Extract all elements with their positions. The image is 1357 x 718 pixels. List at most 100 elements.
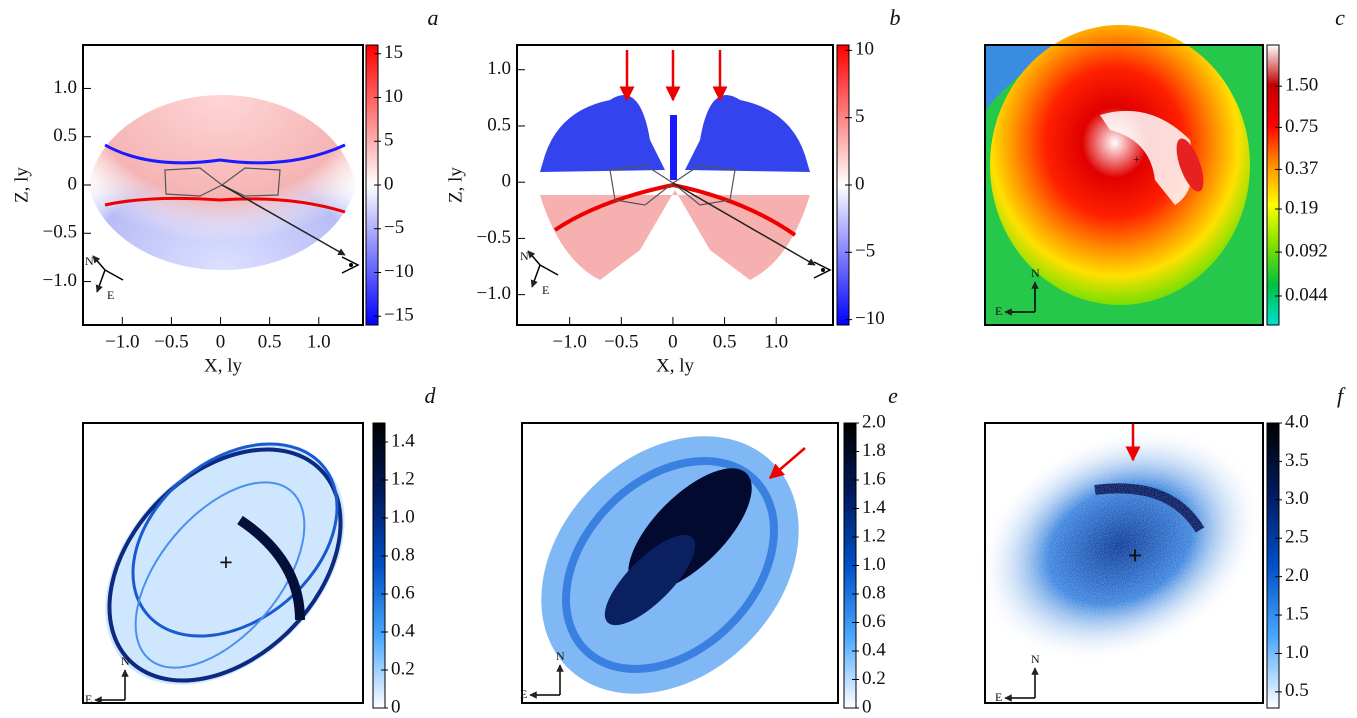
panel-label: e bbox=[888, 383, 898, 408]
compass-n-label: N bbox=[121, 654, 130, 668]
x-axis-label: X, ly bbox=[656, 355, 695, 376]
colorbar-tick-label: 3.0 bbox=[1285, 488, 1309, 509]
panel-label: b bbox=[890, 5, 901, 30]
colorbar bbox=[1266, 44, 1280, 326]
plot-frame bbox=[521, 422, 839, 704]
compass-e bbox=[95, 269, 106, 293]
colorbar-tick-label: 2.0 bbox=[1285, 565, 1309, 586]
compass-e-label: E bbox=[995, 304, 1002, 318]
y-tick-label: 0 bbox=[502, 171, 512, 192]
colorbar-tick-label: 0 bbox=[855, 173, 865, 194]
x-tick-label: −1.0 bbox=[105, 331, 139, 352]
compass-e-label: E bbox=[542, 283, 549, 297]
image-d: + bbox=[83, 423, 363, 703]
compass-arm bbox=[539, 264, 559, 276]
image-b bbox=[517, 45, 833, 325]
compass-n bbox=[92, 255, 106, 271]
colorbar-tick-label: 0.8 bbox=[862, 582, 886, 603]
image-e bbox=[522, 423, 838, 703]
colorbar-tick-label: 1.2 bbox=[391, 468, 415, 489]
colorbar-tick-label: 1.4 bbox=[391, 430, 415, 451]
image-f: + bbox=[976, 423, 1264, 703]
colorbar bbox=[1266, 422, 1280, 709]
colorbar-tick-label: 15 bbox=[384, 42, 403, 63]
panel-label: a bbox=[428, 5, 439, 30]
colorbar-tick-label: 0.75 bbox=[1285, 116, 1318, 137]
x-tick-label: −0.5 bbox=[154, 331, 188, 352]
compass-e-label: E bbox=[995, 690, 1002, 704]
panel-label: d bbox=[425, 383, 437, 408]
colorbar-tick-label: 0.6 bbox=[862, 611, 886, 632]
y-tick-label: −0.5 bbox=[477, 227, 511, 248]
y-tick-label: −1.0 bbox=[477, 283, 511, 304]
compass-n bbox=[527, 250, 541, 266]
colorbar-tick-label: 0.8 bbox=[391, 544, 415, 565]
colorbar-tick-label: 1.2 bbox=[862, 525, 886, 546]
colorbar-tick-label: 0.044 bbox=[1285, 284, 1328, 305]
image-c: + bbox=[985, 25, 1263, 325]
x-tick-label: −1.0 bbox=[552, 331, 586, 352]
colorbar-tick-label: 1.6 bbox=[862, 468, 886, 489]
colorbar-tick-label: 0.2 bbox=[391, 658, 415, 679]
y-axis-label: Z, ly bbox=[11, 167, 32, 203]
panel-label: f bbox=[1337, 383, 1346, 408]
colorbar-tick-label: 0.5 bbox=[1285, 680, 1309, 701]
y-tick-label: 1.0 bbox=[487, 58, 511, 79]
y-axis-label: Z, ly bbox=[445, 167, 466, 203]
plot-frame bbox=[984, 44, 1264, 326]
compass-n-label: N bbox=[556, 649, 565, 663]
colorbar-tick-label: −10 bbox=[384, 261, 414, 282]
compass-n-label: N bbox=[520, 249, 529, 263]
compass-n-label: N bbox=[85, 254, 94, 268]
eye-symbol bbox=[341, 256, 360, 274]
colorbar-tick-label: 10 bbox=[855, 39, 874, 60]
compass-e-label: E bbox=[520, 687, 527, 701]
colorbar-tick-label: 0 bbox=[862, 696, 872, 717]
svg-text:+: + bbox=[1133, 152, 1140, 166]
eye-pupil bbox=[821, 268, 825, 272]
compass-e-label: E bbox=[85, 692, 92, 706]
colorbar-tick-label: 2.5 bbox=[1285, 527, 1309, 548]
plot-frame bbox=[516, 44, 834, 326]
arrows-b bbox=[619, 50, 728, 102]
plot-frame bbox=[984, 422, 1264, 704]
panel-label: c bbox=[1335, 5, 1345, 30]
y-tick-label: 0.5 bbox=[487, 114, 511, 135]
colorbar-tick-label: 1.0 bbox=[391, 506, 415, 527]
colorbar-tick-label: 1.4 bbox=[862, 497, 886, 518]
colorbar-tick-label: 0.092 bbox=[1285, 240, 1328, 261]
y-tick-label: −0.5 bbox=[43, 222, 77, 243]
colorbar-tick-label: 5 bbox=[384, 130, 394, 151]
svg-text:+: + bbox=[219, 551, 233, 577]
compass-n-label: N bbox=[1031, 266, 1040, 280]
colorbar bbox=[372, 422, 386, 709]
colorbar-tick-label: 0 bbox=[384, 173, 394, 194]
compass-arm bbox=[104, 269, 124, 281]
plot-frame bbox=[82, 422, 364, 704]
colorbar-tick-label: 1.0 bbox=[1285, 642, 1309, 663]
colorbar-tick-label: 3.5 bbox=[1285, 450, 1309, 471]
x-tick-label: −0.5 bbox=[604, 331, 638, 352]
compass-e-label: E bbox=[107, 288, 114, 302]
colorbar-tick-label: −15 bbox=[384, 305, 414, 326]
image-a bbox=[83, 45, 363, 325]
colorbar-tick-label: 0.37 bbox=[1285, 158, 1318, 179]
colorbar-tick-label: 2.0 bbox=[862, 411, 886, 432]
x-tick-label: 0 bbox=[668, 331, 678, 352]
colorbar-tick-label: 0.4 bbox=[391, 620, 415, 641]
arrow-e bbox=[768, 447, 806, 479]
x-tick-label: 1.0 bbox=[307, 331, 331, 352]
colorbar-tick-label: 0.2 bbox=[862, 668, 886, 689]
colorbar-tick-label: −5 bbox=[384, 217, 404, 238]
eye-symbol bbox=[813, 261, 832, 279]
colorbar-tick-label: 0.19 bbox=[1285, 197, 1318, 218]
y-tick-label: −1.0 bbox=[43, 270, 77, 291]
eye-pupil bbox=[349, 263, 353, 267]
y-tick-label: 0 bbox=[68, 173, 78, 194]
y-tick-label: 1.0 bbox=[53, 77, 77, 98]
colorbar-tick-label: 0 bbox=[391, 696, 401, 717]
compass-n-label: N bbox=[1031, 652, 1040, 666]
colorbar-tick-label: 1.5 bbox=[1285, 603, 1309, 624]
compass-e bbox=[530, 264, 541, 288]
svg-text:+: + bbox=[1128, 541, 1143, 570]
